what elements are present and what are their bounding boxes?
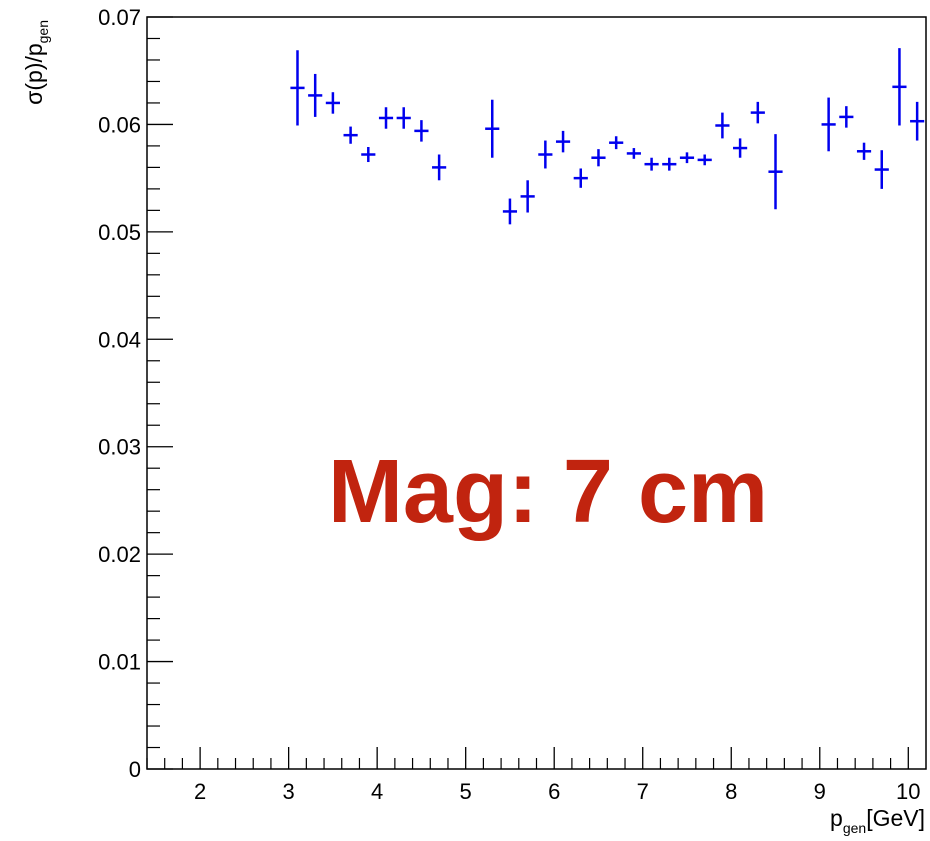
svg-text:σ(p)/pgen: σ(p)/pgen xyxy=(21,20,51,105)
plot-frame xyxy=(146,16,927,770)
data-point xyxy=(591,149,606,167)
data-point xyxy=(874,150,889,189)
y-tick-label: 0.06 xyxy=(98,112,141,137)
x-axis-title: pgen[GeV] xyxy=(830,805,925,836)
data-point xyxy=(485,99,500,158)
data-point xyxy=(432,154,447,181)
data-point xyxy=(290,50,305,126)
data-point xyxy=(679,152,695,164)
data-point xyxy=(520,180,535,213)
data-point xyxy=(308,73,323,117)
data-point xyxy=(892,48,907,126)
data-point xyxy=(361,146,376,163)
x-tick-label: 9 xyxy=(814,779,826,804)
data-point xyxy=(644,157,659,171)
data-point xyxy=(609,136,624,150)
x-tick-label: 6 xyxy=(548,779,560,804)
x-tick-label: 7 xyxy=(637,779,649,804)
x-tick-label: 2 xyxy=(194,779,206,804)
chart-annotation: Mag: 7 cm xyxy=(328,442,768,542)
data-point xyxy=(856,142,872,160)
data-point xyxy=(733,138,748,158)
y-tick-label: 0.07 xyxy=(98,5,141,30)
data-point xyxy=(910,101,925,141)
y-axis-title: σ(p)/pgen xyxy=(21,20,51,105)
data-point xyxy=(662,157,677,171)
y-tick-label: 0.01 xyxy=(98,650,141,675)
data-point xyxy=(750,101,765,124)
y-tick-label: 0.02 xyxy=(98,542,141,567)
data-point xyxy=(343,126,358,144)
data-point xyxy=(626,148,641,159)
data-point xyxy=(821,97,836,152)
data-point xyxy=(555,130,571,153)
x-tick-label: 4 xyxy=(371,779,383,804)
y-tick-label: 0.05 xyxy=(98,220,141,245)
data-point xyxy=(573,168,588,188)
svg-text:pgen[GeV]: pgen[GeV] xyxy=(830,805,925,836)
x-tick-label: 5 xyxy=(460,779,472,804)
data-point xyxy=(378,107,394,129)
data-point xyxy=(538,140,553,169)
data-point xyxy=(396,107,411,129)
y-tick-label: 0 xyxy=(129,757,141,782)
y-tick-label: 0.04 xyxy=(98,327,141,352)
data-point xyxy=(697,154,712,166)
data-point xyxy=(414,120,429,142)
x-tick-label: 8 xyxy=(725,779,737,804)
data-point xyxy=(839,106,854,128)
y-tick-label: 0.03 xyxy=(98,435,141,460)
x-tick-label: 10 xyxy=(896,779,920,804)
x-tick-label: 3 xyxy=(283,779,295,804)
data-point xyxy=(715,112,730,139)
data-point xyxy=(768,134,783,210)
data-point xyxy=(502,198,518,225)
data-point xyxy=(325,92,340,114)
